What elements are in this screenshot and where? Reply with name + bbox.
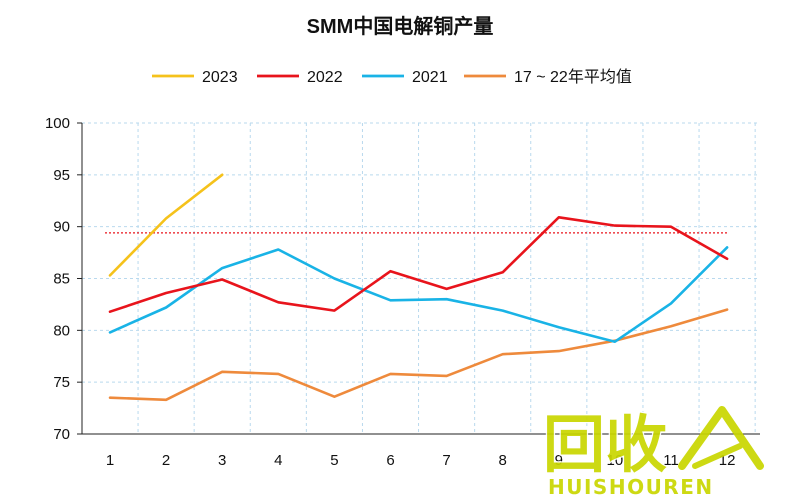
series-line-2 <box>108 246 729 343</box>
y-tick-label: 80 <box>53 322 70 339</box>
y-tick-label: 75 <box>53 374 70 391</box>
x-tick-label: 3 <box>218 452 226 469</box>
watermark-en-text: HUISHOUREN <box>548 475 714 499</box>
y-tick-label: 70 <box>53 426 70 443</box>
y-tick-label: 95 <box>53 167 70 184</box>
x-tick-label: 10 <box>607 452 624 469</box>
chart-title: SMM中国电解铜产量 <box>307 14 494 38</box>
y-tick-label: 90 <box>53 219 70 236</box>
y-tick-label: 100 <box>45 115 70 132</box>
x-tick-label: 5 <box>330 452 338 469</box>
x-tick-label: 6 <box>386 452 394 469</box>
x-tick-label: 1 <box>106 452 114 469</box>
legend-label: 2022 <box>307 69 343 86</box>
gridlines <box>82 122 760 434</box>
legend: 2023 2022 2021 17 ~ 22年平均值 <box>152 68 632 86</box>
x-tick-label: 8 <box>499 452 507 469</box>
y-tick-label: 85 <box>53 271 70 288</box>
legend-label: 2021 <box>412 69 448 86</box>
series-line-0 <box>108 173 224 277</box>
legend-label: 17 ~ 22年平均值 <box>514 68 632 86</box>
x-tick-label: 4 <box>274 452 282 469</box>
x-tick-label: 7 <box>442 452 450 469</box>
x-tick-label: 2 <box>162 452 170 469</box>
watermark-mark-stroke-icon <box>692 443 743 469</box>
series-lines <box>108 173 729 402</box>
x-tick-label: 9 <box>555 452 563 469</box>
watermark-mark-icon <box>678 406 764 470</box>
series-line-1 <box>108 216 729 313</box>
legend-label: 2023 <box>202 69 238 86</box>
x-tick-label: 11 <box>663 452 679 469</box>
watermark-cn-text: 回收 <box>543 408 667 481</box>
series-line-3 <box>108 308 729 402</box>
